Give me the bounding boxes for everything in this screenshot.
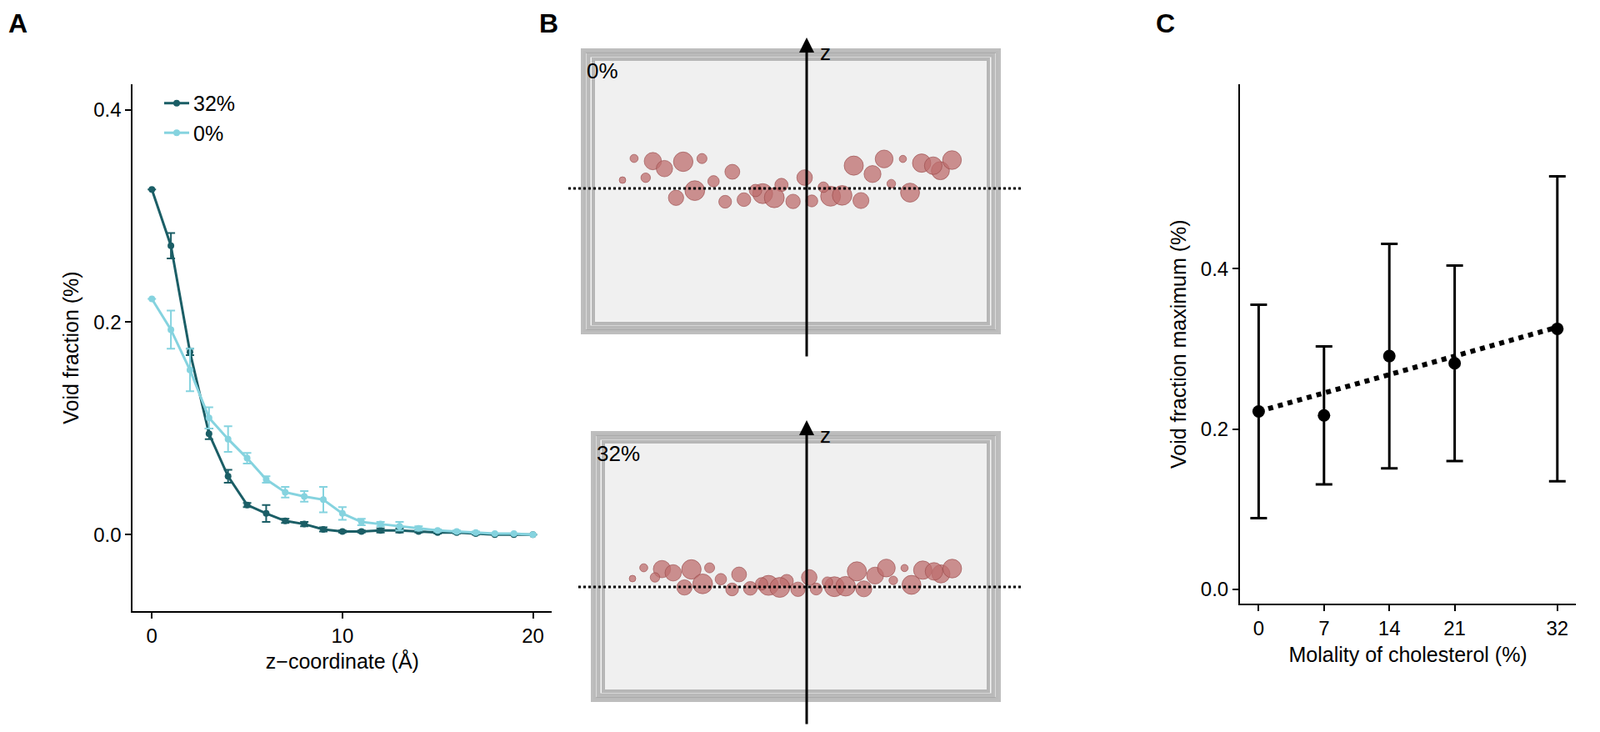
svg-text:z: z	[820, 40, 831, 65]
svg-text:21: 21	[1443, 616, 1466, 640]
svg-text:0.0: 0.0	[93, 523, 121, 546]
svg-text:A: A	[8, 8, 28, 39]
svg-text:Molality of cholesterol (%): Molality of cholesterol (%)	[1288, 642, 1527, 666]
svg-text:0.0: 0.0	[1200, 577, 1229, 600]
svg-text:0.4: 0.4	[93, 98, 121, 121]
svg-text:Void fraction maximum (%): Void fraction maximum (%)	[1166, 219, 1190, 469]
svg-text:7: 7	[1318, 616, 1330, 640]
svg-text:10: 10	[331, 624, 355, 647]
svg-text:0.2: 0.2	[93, 310, 121, 334]
svg-text:0%: 0%	[193, 121, 224, 145]
svg-text:32%: 32%	[193, 91, 235, 115]
svg-text:0: 0	[1253, 616, 1265, 640]
svg-text:C: C	[1155, 8, 1175, 39]
svg-text:20: 20	[521, 624, 545, 647]
svg-text:z−coordinate (Å): z−coordinate (Å)	[265, 648, 420, 673]
svg-text:0: 0	[146, 624, 158, 647]
svg-text:Void fraction (%): Void fraction (%)	[59, 270, 83, 424]
svg-text:32%: 32%	[596, 440, 640, 466]
svg-text:32: 32	[1545, 616, 1569, 640]
svg-text:0.2: 0.2	[1200, 417, 1229, 440]
svg-text:B: B	[539, 8, 559, 39]
svg-text:0.4: 0.4	[1200, 257, 1229, 280]
svg-text:14: 14	[1378, 616, 1401, 640]
svg-text:z: z	[820, 422, 831, 448]
svg-text:0%: 0%	[586, 58, 619, 84]
